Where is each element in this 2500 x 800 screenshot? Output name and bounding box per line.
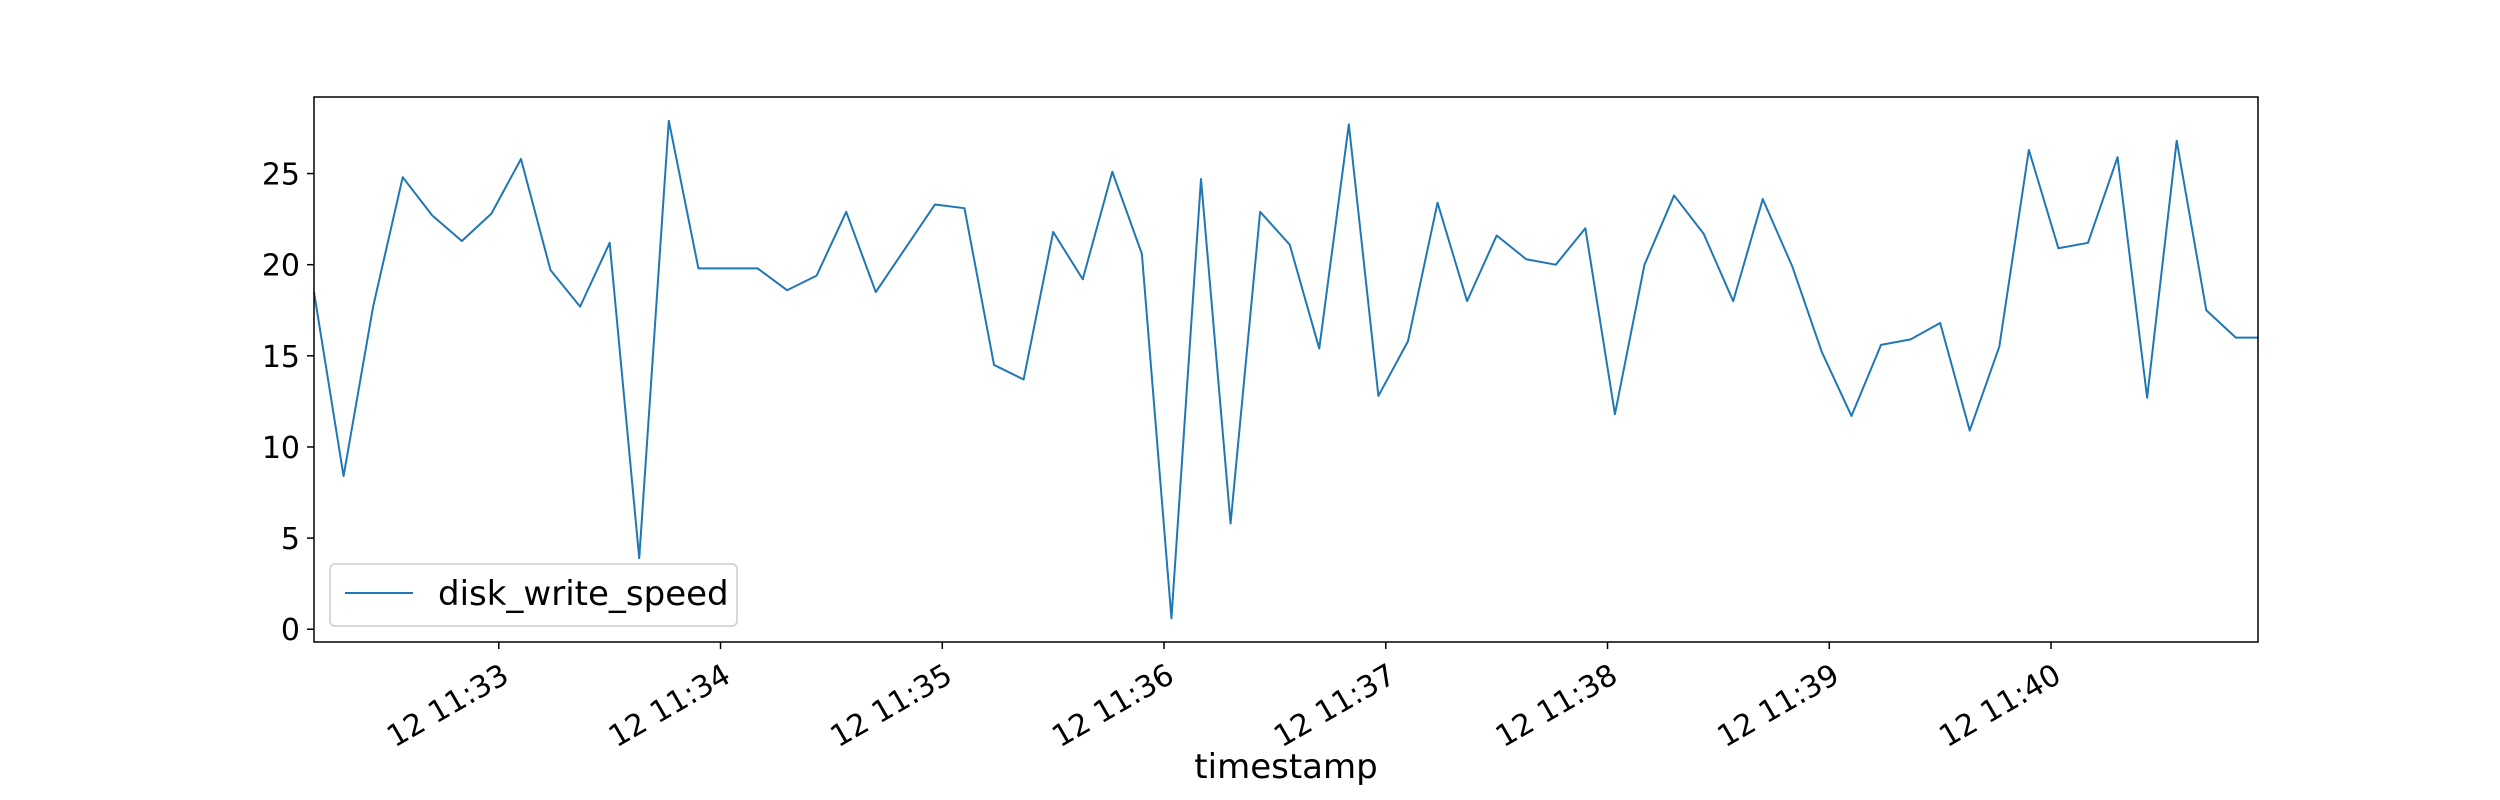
plot-area [313, 119, 2258, 620]
data-point [2087, 242, 2089, 244]
plot-frame [313, 96, 2259, 643]
data-point [609, 242, 611, 244]
y-tick-label: 0 [281, 613, 300, 648]
legend-box [329, 563, 738, 627]
legend: disk_write_speed [329, 563, 738, 627]
y-tick-label: 20 [262, 249, 300, 284]
data-point [372, 306, 374, 308]
data-point [1791, 266, 1793, 268]
data-point [1998, 346, 2000, 348]
data-point [1230, 523, 1232, 525]
legend-label: disk_write_speed [438, 574, 729, 614]
data-point [934, 204, 936, 206]
y-tick-label: 25 [262, 158, 300, 193]
data-point [343, 475, 345, 477]
data-point [490, 213, 492, 215]
data-point [2146, 397, 2148, 399]
data-point [1673, 194, 1675, 196]
data-point [2057, 247, 2059, 249]
data-point [1555, 264, 1557, 266]
data-point [1170, 617, 1172, 619]
data-point [1584, 227, 1586, 229]
data-point [1082, 278, 1084, 280]
data-point [1880, 344, 1882, 346]
data-point [1850, 415, 1852, 417]
y-axis: 0 5 10 15 20 25 [262, 158, 314, 648]
data-point [1318, 348, 1320, 350]
data-point [1703, 233, 1705, 235]
data-point [1111, 171, 1113, 173]
data-point [2028, 149, 2030, 151]
data-point [2176, 140, 2178, 142]
data-point [757, 267, 759, 269]
data-point [1939, 322, 1941, 324]
data-point [1141, 253, 1143, 255]
data-point [904, 247, 906, 249]
data-point [697, 267, 699, 269]
data-point [1821, 351, 1823, 353]
data-point [1289, 244, 1291, 246]
data-point [816, 275, 818, 277]
x-axis-title: timestamp [1194, 747, 1377, 787]
y-tick-label: 5 [281, 522, 300, 557]
data-point [1732, 300, 1734, 302]
data-point [727, 267, 729, 269]
data-point [1762, 198, 1764, 200]
data-point [550, 269, 552, 271]
data-point [845, 211, 847, 213]
data-point [1200, 178, 1202, 180]
series-line-disk-write-speed [313, 119, 2258, 620]
data-point [1466, 300, 1468, 302]
data-point [1910, 338, 1912, 340]
data-point [1259, 211, 1261, 213]
data-point [1377, 395, 1379, 397]
data-point [579, 306, 581, 308]
data-point [402, 176, 404, 178]
data-point [1437, 202, 1439, 204]
data-point [2205, 309, 2207, 311]
data-point [1023, 379, 1025, 381]
data-point [638, 557, 640, 559]
data-point [993, 364, 995, 366]
data-point [520, 158, 522, 160]
data-point [1643, 264, 1645, 266]
data-point [875, 291, 877, 293]
y-tick-label: 10 [262, 431, 300, 466]
data-point [668, 120, 670, 122]
y-tick-label: 15 [262, 340, 300, 375]
data-point [2117, 156, 2119, 158]
data-point [1525, 258, 1527, 260]
data-point [1052, 231, 1054, 233]
data-point [431, 214, 433, 216]
data-point [1407, 340, 1409, 342]
data-point [963, 207, 965, 209]
data-point [786, 289, 788, 291]
data-point [1348, 123, 1350, 125]
data-point [461, 240, 463, 242]
data-point [1969, 430, 1971, 432]
data-point [1614, 413, 1616, 415]
data-point [2235, 337, 2237, 339]
data-point [1496, 235, 1498, 237]
